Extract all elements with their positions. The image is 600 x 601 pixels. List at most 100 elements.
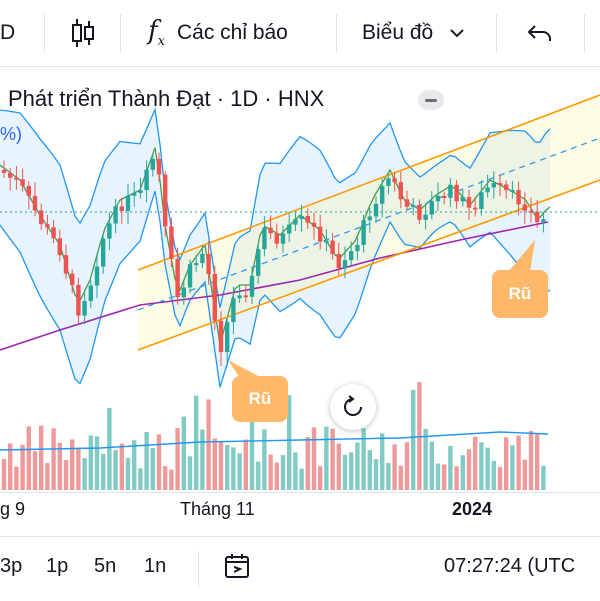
candle-body [541,219,546,223]
range-button[interactable]: 5n [94,555,117,577]
toolbar-divider [496,14,497,52]
candle-body [175,258,180,298]
bollinger-upper-line [0,107,551,308]
candle-body [181,287,186,298]
candle-body [212,273,217,321]
volume-bar [497,466,503,490]
range-button[interactable]: 1p [46,555,69,577]
volume-bar [113,450,118,490]
candle-body [150,158,155,170]
volume-bar [237,453,242,490]
volume-bar [163,466,168,490]
candle-body [256,249,261,276]
candle-body [119,206,124,211]
chart-type-dropdown[interactable]: Biểu đồ [362,0,465,66]
candle-body [361,220,366,245]
volume-bar [132,440,137,490]
annotation-callout[interactable]: Rũ [492,270,548,318]
candle-body [435,195,441,202]
volume-bar [156,434,162,490]
annotation-label: Rũ [248,389,272,408]
indicators-button[interactable]: fx Các chỉ báo [148,0,288,66]
range-button[interactable]: 3p [0,555,23,577]
candle-body [132,193,137,196]
candle-body [101,238,106,267]
annotation-callout[interactable]: Rũ [232,376,288,422]
volume-bar [14,466,19,490]
volume-bar [206,399,211,490]
candle-body [94,266,100,286]
candle-body [342,260,348,269]
volume-bar [349,452,354,490]
bottom-toolbar: 3p 1p 5n 1n 07:27:24 (UTC [0,536,600,601]
volume-bar [491,460,496,490]
candle-body [194,263,199,266]
candle-body [144,169,149,191]
candle-body [169,226,174,259]
candlestick-type-button[interactable] [70,0,96,66]
candle-body [479,192,484,209]
legend-collapse-button[interactable] [418,90,444,110]
range-button[interactable]: 1n [144,555,167,577]
toolbar-divider [336,14,337,52]
date-range-button[interactable] [224,553,252,585]
volume-bar [541,465,546,490]
volume-bar [231,447,236,490]
volume-bar [187,456,193,490]
volume-bar [94,436,100,490]
volume-bar [448,446,453,490]
candle-body [249,275,255,297]
candle-body [20,179,25,186]
volume-bar [70,439,75,490]
candle-body [392,178,397,183]
candle-body [330,240,335,254]
candle-body [404,199,410,207]
candle-body [237,295,242,299]
reset-chart-button[interactable] [330,384,376,430]
volume-bar [324,426,329,490]
candle-body [187,264,193,288]
undo-button[interactable] [526,0,552,66]
volume-bar [380,433,385,490]
candle-body [262,227,267,250]
candle-body [311,222,317,227]
candle-body [280,233,286,244]
calendar-arrow-icon [225,554,249,578]
volume-bar [522,459,527,490]
minus-icon [425,98,437,102]
candle-body [373,203,379,217]
candle-body [336,253,341,269]
volume-bar [411,389,416,490]
chart-title: Phát triển Thành Đạt · 1D · HNX [8,86,325,111]
volume-bar [311,427,317,490]
rotate-icon [344,395,362,416]
clock-readout[interactable]: 07:27:24 (UTC [444,555,576,577]
volume-bar [318,466,323,490]
candle-body [423,214,428,220]
time-axis[interactable]: g 9 Tháng 11 2024 [0,492,600,527]
candle-body [442,195,447,198]
candle-body [125,195,131,211]
function-icon: fx [148,16,165,50]
candle-body [274,233,279,244]
ma-purple-line [0,221,549,351]
candle-body [88,285,93,301]
candle-body [398,182,403,200]
volume-bar [63,459,69,490]
price-chart[interactable] [0,67,600,492]
interval-button[interactable]: D [0,0,15,66]
volume-bar [243,439,248,490]
volume-bar [107,407,112,490]
volume-bar [299,468,304,490]
volume-bar [485,447,490,490]
candle-body [57,238,62,256]
volume-bar [392,444,397,490]
candle-body [324,240,329,243]
candle-body [528,210,534,213]
candle-body [367,216,372,221]
candle-body [305,215,310,223]
volume-bar [398,465,403,490]
candle-body [8,172,13,178]
volume-bar [212,438,217,490]
candle-body [138,190,143,194]
